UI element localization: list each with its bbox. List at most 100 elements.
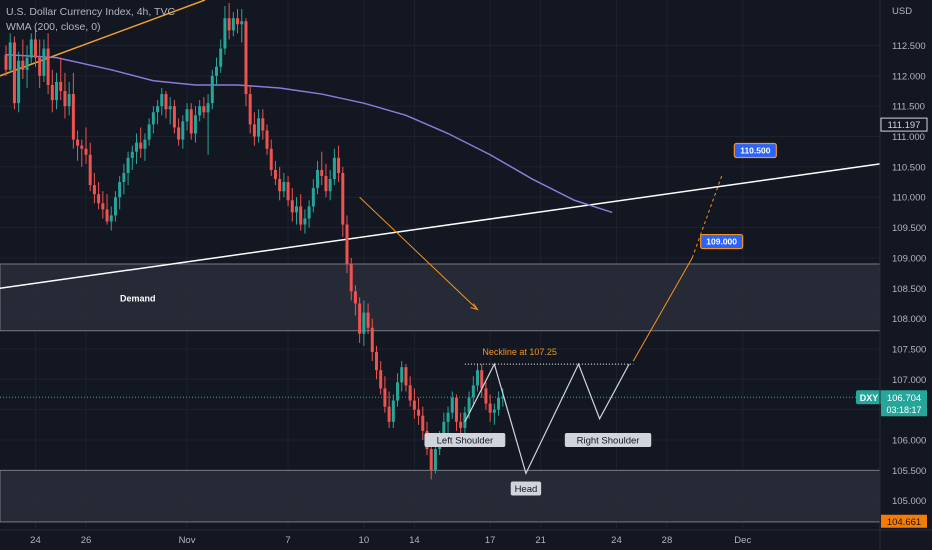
demand-zone [0,263,881,332]
price-111-bg [880,117,928,132]
candle-body [497,397,501,410]
candle-body [307,206,311,219]
candle-body [80,145,84,149]
candle-body [316,169,320,189]
y-tick-label: 110.000 [892,193,926,204]
neckline-label: Neckline at 107.25 [482,347,557,357]
candle-body [156,106,160,113]
candle-body [113,197,117,216]
current-price-bg [881,390,927,417]
candle-body [181,121,185,140]
y-tick-label: 108.000 [892,314,926,325]
candle-body [101,203,105,210]
candle-body [252,124,256,137]
y-tick-label: 111.000 [892,132,925,143]
candle-body [303,218,307,225]
candle-body [400,367,404,383]
candle-body [265,130,269,149]
candle-body [210,75,214,104]
projection-line-2 [691,175,723,259]
candle-body [122,172,126,183]
candle-body [391,400,395,422]
candle-body [328,179,332,192]
target-109-bg [700,233,744,250]
target-110: 110.500 [740,146,771,156]
candle-body [261,118,265,131]
candle-body [8,42,12,70]
y-tick-label: 110.500 [892,162,926,173]
target-110-bg [733,142,777,159]
candle-body [244,21,248,95]
candle-body [223,18,227,49]
candle-body [324,176,328,192]
candle-body [273,169,277,180]
candle-body [12,42,16,104]
candle-body [349,264,353,292]
candle-body [236,18,240,25]
candle-body [215,66,218,76]
x-tick-label: 21 [535,535,546,546]
candle-body [417,409,421,416]
candle-body [202,106,206,113]
candle-body [46,48,50,85]
orange-trendline [0,0,206,77]
candle-body [240,21,244,25]
candle-body [387,406,391,422]
candle-body [71,94,75,140]
candle-body [198,106,202,116]
candle-body [118,182,122,198]
x-tick-label: 14 [409,535,420,546]
left-shoulder-label-bg [424,433,506,447]
candle-body [480,370,484,389]
candle-body [67,94,71,107]
candle-body [299,206,303,225]
candle-body [88,154,92,186]
currency-label: USD [892,6,912,17]
candle-body [379,370,383,389]
candle-body [172,106,176,128]
candle-body [404,367,408,386]
candle-body [353,291,357,304]
candle-body [139,142,143,149]
candle-body [177,127,181,140]
candle-body [143,139,147,149]
candle-body [492,409,496,413]
candle-body [442,421,446,437]
candle-body [160,94,164,107]
candle-body [362,312,366,334]
candle-body [50,84,54,101]
candle-body [227,18,231,31]
candle-body [396,382,400,401]
candle-body [130,151,134,158]
candle-body [290,200,294,213]
x-tick-label: 26 [81,535,92,546]
chart-title: U.S. Dollar Currency Index, 4h, TVC [6,6,176,18]
y-tick-label: 108.500 [892,284,926,295]
candle-body [105,209,109,222]
x-tick-label: 17 [485,535,496,546]
candles-layer [4,3,505,480]
y-tick-label: 112.000 [892,71,926,82]
head-label-bg [510,481,542,496]
candle-body [76,139,80,146]
y-tick-label: 105.000 [892,496,926,507]
projection-line-1 [632,257,693,362]
candle-body [59,81,63,92]
x-tick-label: 28 [662,535,673,546]
hs-pattern [464,362,630,476]
candle-body [38,57,42,76]
x-tick-label: 7 [285,535,290,546]
y-tick-label: 109.500 [892,223,926,234]
candle-body [446,412,450,422]
candle-body [193,115,197,134]
right-shoulder-label: Right Shoulder [577,436,640,447]
candle-body [412,400,416,410]
drop-arrow-line [359,196,478,310]
right-shoulder-label-bg [564,433,652,447]
x-tick-label: Nov [179,535,196,546]
candle-body [55,81,59,101]
candle-body [332,157,336,180]
x-tick-label: 24 [611,535,622,546]
